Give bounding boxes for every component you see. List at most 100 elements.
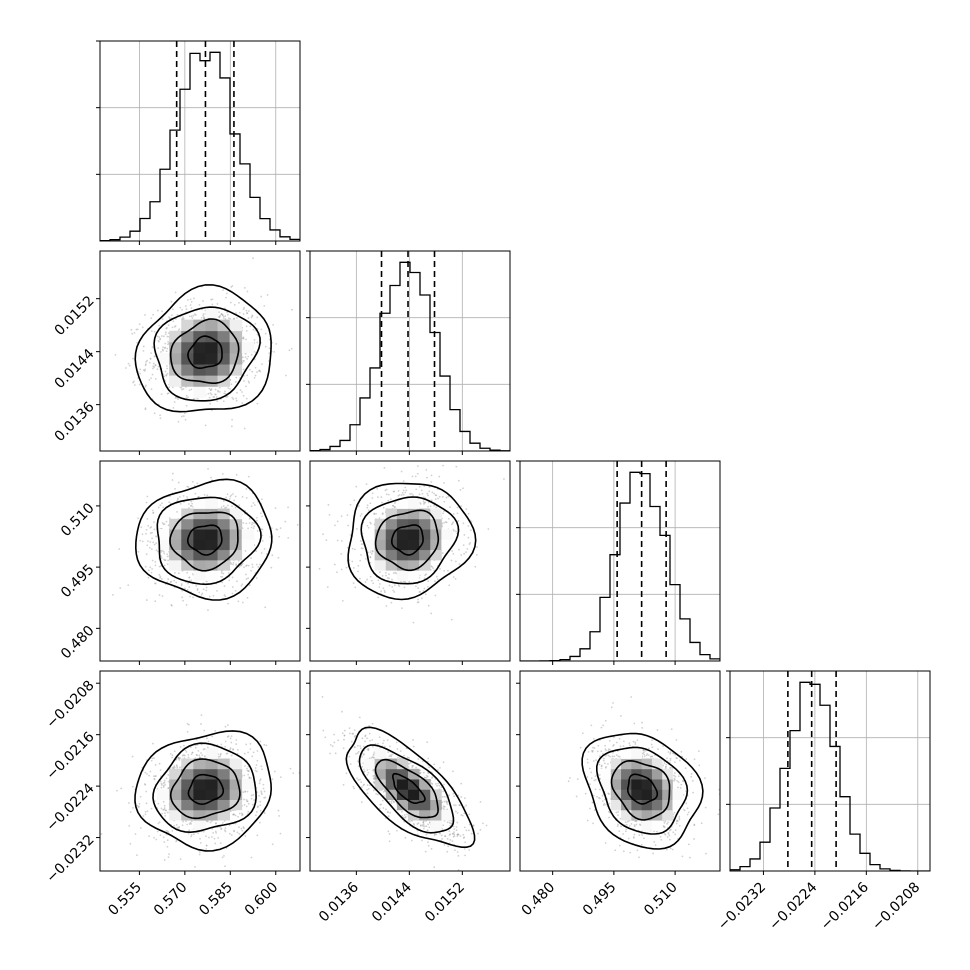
scatter-point — [181, 824, 184, 827]
scatter-point — [434, 494, 437, 497]
scatter-point — [327, 503, 330, 506]
scatter-point — [383, 591, 386, 594]
density-cell — [241, 341, 255, 354]
contour-line — [360, 496, 460, 585]
scatter-point — [174, 397, 177, 399]
scatter-point — [173, 401, 176, 403]
scatter-point — [156, 309, 159, 312]
scatter-point — [245, 488, 248, 490]
scatter-point — [254, 769, 257, 772]
scatter-point — [430, 481, 433, 483]
scatter-point — [263, 547, 266, 550]
scatter-point — [235, 317, 238, 319]
scatter-point — [255, 577, 258, 580]
scatter-point — [351, 560, 354, 563]
scatter-point — [191, 502, 194, 505]
scatter-point — [224, 506, 226, 509]
scatter-point — [427, 494, 429, 497]
scatter-point — [427, 505, 429, 508]
scatter-point — [155, 775, 157, 777]
scatter-point — [463, 812, 466, 815]
scatter-point — [189, 298, 192, 301]
scatter-point — [260, 295, 263, 298]
scatter-point — [163, 779, 166, 782]
scatter-point — [255, 516, 258, 519]
scatter-point — [230, 741, 233, 744]
scatter-point — [242, 337, 245, 340]
density-cell — [169, 529, 182, 540]
scatter-point — [271, 843, 274, 846]
scatter-point — [177, 420, 180, 423]
scatter-point — [179, 503, 182, 505]
scatter-point — [361, 765, 364, 768]
scatter-point — [153, 355, 156, 358]
scatter-point — [222, 505, 225, 507]
scatter-point — [174, 488, 176, 490]
density-cell — [396, 529, 409, 540]
scatter-point — [430, 612, 433, 615]
scatter-point — [251, 314, 254, 317]
scatter-point — [202, 300, 204, 302]
scatter-point — [404, 491, 407, 494]
scatter-point — [383, 466, 386, 469]
scatter-point — [180, 387, 183, 389]
scatter-point — [153, 777, 156, 780]
panel-frame — [519, 460, 721, 662]
scatter-point — [203, 729, 206, 732]
density-cell — [419, 559, 431, 571]
scatter-point — [192, 833, 195, 836]
scatter-point — [136, 341, 139, 344]
density-cell — [229, 789, 243, 800]
scatter-point — [423, 825, 426, 828]
scatter-point — [161, 812, 164, 815]
scatter-point — [133, 331, 136, 334]
density-cell — [181, 768, 194, 780]
scatter-point — [144, 408, 147, 411]
density-cell — [193, 364, 206, 376]
scatter-point — [147, 525, 150, 527]
scatter-point — [231, 285, 234, 287]
scatter-point — [242, 337, 244, 340]
scatter-point — [256, 333, 259, 336]
density-cell — [430, 529, 442, 540]
scatter-point — [229, 387, 231, 390]
scatter-point — [197, 496, 200, 498]
scatter-point — [118, 548, 121, 550]
density-cell — [205, 308, 218, 321]
scatter-point — [251, 803, 254, 806]
scatter-point — [427, 501, 430, 504]
density-cell — [408, 570, 420, 581]
scatter-point — [409, 493, 411, 495]
scatter-point — [164, 333, 167, 336]
scatter-point — [215, 831, 217, 834]
scatter-point — [153, 528, 156, 531]
scatter-point — [221, 822, 224, 824]
scatter-point — [179, 757, 182, 760]
scatter-point — [184, 305, 187, 307]
scatter-point — [187, 723, 190, 726]
scatter-point — [253, 338, 256, 341]
scatter-point — [124, 367, 127, 369]
scatter-point — [231, 396, 234, 399]
scatter-point — [272, 324, 275, 326]
scatter-point — [243, 360, 245, 362]
scatter-point — [158, 565, 161, 568]
scatter-point — [144, 314, 146, 316]
scatter-point — [144, 368, 147, 371]
scatter-point — [467, 525, 470, 527]
scatter-point — [249, 742, 252, 745]
scatter-point — [146, 544, 149, 547]
density-cell — [419, 539, 431, 551]
scatter-point — [441, 495, 444, 498]
scatter-point — [198, 853, 201, 856]
scatter-point — [408, 580, 411, 583]
scatter-point — [378, 517, 381, 520]
density-cell — [419, 529, 431, 540]
scatter-point — [138, 805, 140, 808]
scatter-point — [197, 749, 200, 752]
scatter-point — [423, 485, 426, 487]
scatter-point — [452, 835, 455, 838]
scatter-point — [154, 355, 156, 358]
density-cell — [157, 789, 170, 800]
scatter-point — [419, 590, 422, 593]
